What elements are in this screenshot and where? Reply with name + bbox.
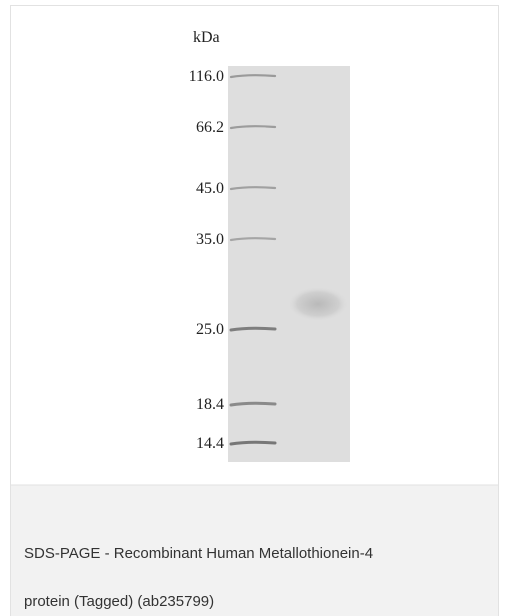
marker-label: 35.0 [196,231,224,248]
marker-label: 45.0 [196,180,224,197]
marker-label: 25.0 [196,321,224,338]
marker-label: 18.4 [196,396,224,413]
caption-line: protein (Tagged) (ab235799) [24,593,214,610]
protein-band [288,287,348,321]
marker-label: 66.2 [196,119,224,136]
unit-label: kDa [193,29,220,46]
caption-line: SDS-PAGE - Recombinant Human Metallothio… [24,545,373,562]
marker-label: 14.4 [196,435,224,452]
figure: kDa 116.0 66.2 45.0 35.0 25.0 18.4 14.4 SDS-PA… [0,0,508,616]
page: {"gel": {"unit": "kDa", "markers": ["116… [0,0,508,616]
marker-label: 116.0 [189,68,224,85]
